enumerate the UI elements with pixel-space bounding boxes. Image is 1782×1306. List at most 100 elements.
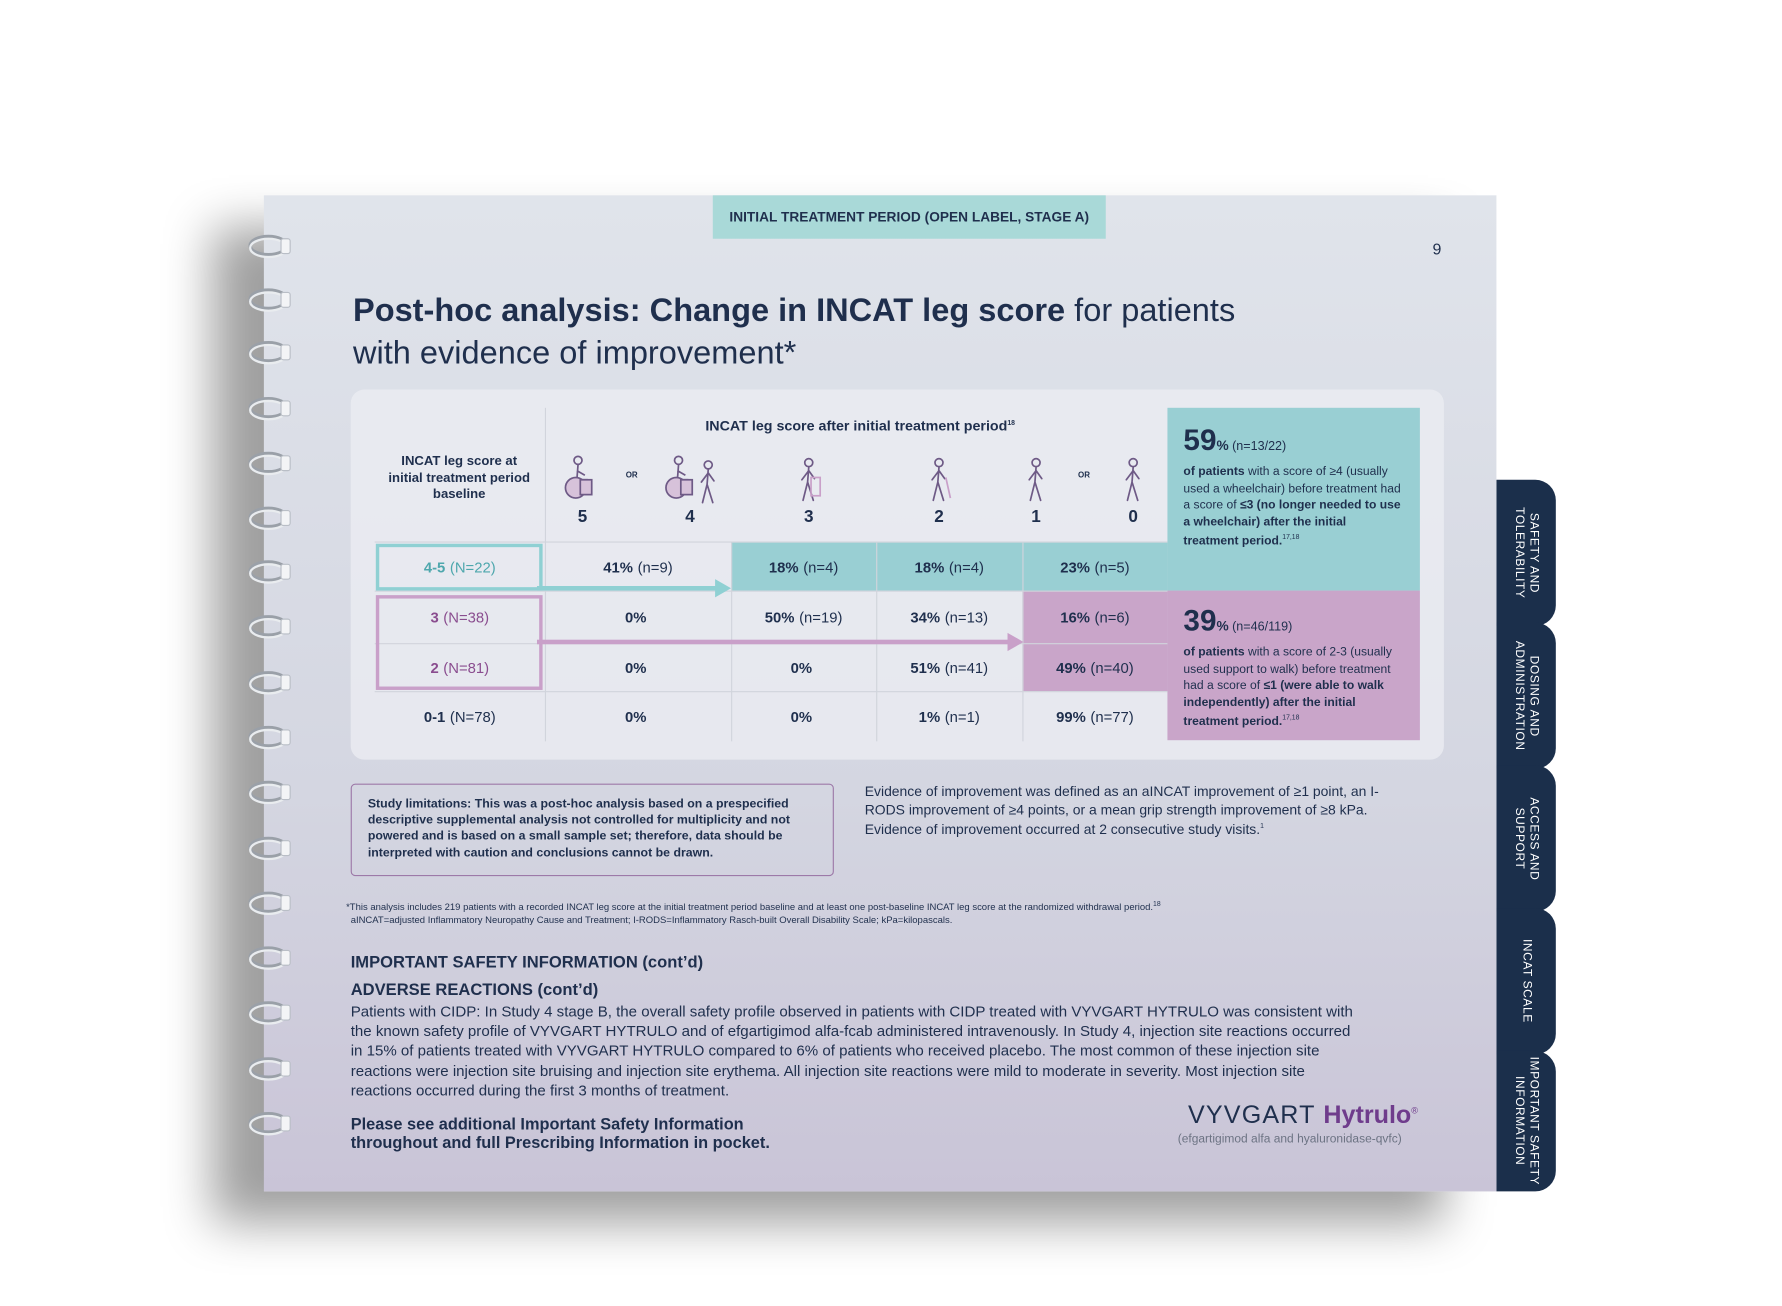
footnote-text: aINCAT=adjusted Inflammatory Neuropathy … (350, 913, 953, 926)
callout-text: of patients with a score of 2-3 (usually… (1183, 644, 1402, 730)
row-count: (N=38) (443, 608, 490, 626)
arrows (536, 579, 1024, 652)
callout-head: 59% (n=13/22) (1183, 423, 1402, 464)
cell-count: (n=1) (944, 708, 980, 726)
score-label: 1 (1031, 507, 1041, 527)
table-cell: 0% (545, 591, 731, 644)
logo-generic-name: (efgartigimod alfa and hyaluronidase-qvf… (1177, 1132, 1402, 1146)
cell-percent: 0% (624, 658, 647, 676)
score-label: 0 (1128, 507, 1138, 527)
cell-count: (n=40) (1090, 658, 1134, 676)
footnote-text: *This analysis includes 219 patients wit… (346, 901, 1154, 913)
cell-percent: 16% (1060, 608, 1090, 626)
row-label: 2 (N=81) (375, 643, 545, 691)
title-bold: Post-hoc analysis: Change in INCAT leg s… (352, 292, 1066, 329)
table-cell: 18% (n=4) (876, 543, 1022, 591)
cell-percent: 18% (768, 558, 799, 576)
table-cell: 49% (n=40) (1022, 643, 1167, 691)
table-cell: 50% (n=19) (731, 591, 876, 644)
grid-line (544, 407, 547, 742)
score-label: 3 (803, 507, 814, 527)
reference: 18 (1007, 420, 1015, 428)
table-cell: 41% (n=9) (545, 543, 731, 591)
footnote: *This analysis includes 219 patients wit… (346, 899, 1351, 914)
or-label: OR (625, 471, 638, 480)
score-label: 5 (577, 507, 588, 527)
side-tab-label: ACCESS AND SUPPORT (1512, 796, 1541, 880)
safety-paragraph: Patients with CIDP: In Study 4 stage B, … (350, 1002, 1353, 1099)
safety-subheading: ADVERSE REACTIONS (cont’d) (350, 981, 599, 1000)
cell-percent: 18% (914, 558, 945, 576)
safety-heading: IMPORTANT SAFETY INFORMATION (cont’d) (350, 953, 704, 973)
cell-percent: 23% (1060, 558, 1090, 576)
evidence-definition: Evidence of improvement was defined as a… (865, 784, 1413, 840)
callout-count: (n=46/119) (1232, 620, 1293, 634)
cell-percent: 0% (790, 708, 813, 726)
callout-segment: of patients (1183, 645, 1245, 660)
cell-percent: 50% (764, 608, 795, 626)
cell-count: (n=13) (944, 608, 989, 626)
callout: 59% (n=13/22) of patients with a score of … (1183, 423, 1402, 550)
reference: 18 (1153, 901, 1161, 909)
page-number: 9 (1432, 239, 1442, 259)
callout-unit: % (1216, 617, 1229, 634)
section-tab: INITIAL TREATMENT PERIOD (OPEN LABEL, ST… (712, 195, 1106, 239)
reference: 17,18 (1282, 534, 1300, 542)
row-label: 3 (N=38) (375, 591, 545, 644)
table-cell: 34% (n=13) (876, 591, 1022, 644)
logo-mark: ® (1411, 1105, 1420, 1116)
evidence-text: Evidence of improvement was defined as a… (864, 783, 1379, 838)
table-cell: 0% (731, 691, 876, 742)
or-label: OR (1078, 471, 1091, 480)
pink-callout-bg (1167, 590, 1420, 741)
row-score: 0-1 (423, 708, 446, 726)
callout-count: (n=13/22) (1232, 439, 1287, 454)
side-tab[interactable]: INCAT SCALE (1496, 908, 1556, 1055)
reference: 1 (1260, 823, 1264, 831)
callout-segment: ≤3 (no longer needed to use a wheelchair… (1183, 498, 1401, 548)
table-cell: 51% (n=41) (876, 643, 1022, 691)
side-tab[interactable]: DOSING AND ADMINISTRATION (1496, 622, 1556, 769)
score-label: 2 (934, 507, 944, 527)
side-tab[interactable]: ACCESS AND SUPPORT (1496, 765, 1556, 912)
cell-percent: 99% (1056, 708, 1086, 726)
callout-head: 39% (n=46/119) (1183, 603, 1402, 644)
cell-count: (n=19) (799, 608, 843, 626)
cell-count: (n=9) (637, 558, 673, 576)
column-header: INCAT leg score after initial treatment … (545, 418, 1176, 434)
cell-percent: 51% (910, 658, 941, 676)
cell-percent: 0% (624, 608, 647, 626)
logo-product: Hytrulo (1323, 1100, 1412, 1129)
cell-percent: 0% (624, 708, 647, 726)
spiral-binding (248, 234, 292, 1137)
row-count: (N=22) (449, 558, 496, 576)
cell-percent: 49% (1056, 658, 1086, 676)
side-tab[interactable]: IMPORTANT SAFETY INFORMATION (1496, 1050, 1556, 1192)
side-tab[interactable]: SAFETY AND TOLERABILITY (1496, 479, 1556, 626)
cell-count: (n=5) (1094, 558, 1130, 576)
callout-segment: of patients (1183, 464, 1245, 479)
table-cell: 16% (n=6) (1022, 591, 1167, 644)
cell-percent: 34% (910, 608, 941, 626)
table-cell: 0% (731, 643, 876, 691)
callout-text: of patients with a score of ≥4 (usually … (1183, 464, 1402, 550)
cell-count: (n=6) (1094, 608, 1130, 626)
callout-unit: % (1216, 437, 1229, 454)
grid-line (374, 691, 1168, 693)
cell-percent: 0% (790, 658, 813, 676)
callout-value: 59 (1183, 422, 1217, 457)
footnote: aINCAT=adjusted Inflammatory Neuropathy … (346, 914, 1351, 927)
table-cell: 1% (n=1) (876, 691, 1022, 742)
title-regular: for patients with evidence of improvemen… (352, 292, 1236, 372)
closing-note: Please see additional Important Safety I… (350, 1116, 770, 1153)
teal-highlight (731, 542, 1168, 591)
row-label: 0-1 (N=78) (375, 691, 545, 742)
logo: VYVGART Hytrulo® (1188, 1100, 1419, 1130)
grid-line (374, 541, 1168, 543)
callout-segment: with a score of ≥4 (usually used a wheel… (1183, 464, 1401, 512)
reference: 17,18 (1282, 715, 1300, 722)
cell-percent: 41% (603, 558, 634, 576)
callout-segment: ≤1 (were able to walk independently) aft… (1183, 678, 1384, 729)
score-label: 4 (685, 507, 695, 527)
